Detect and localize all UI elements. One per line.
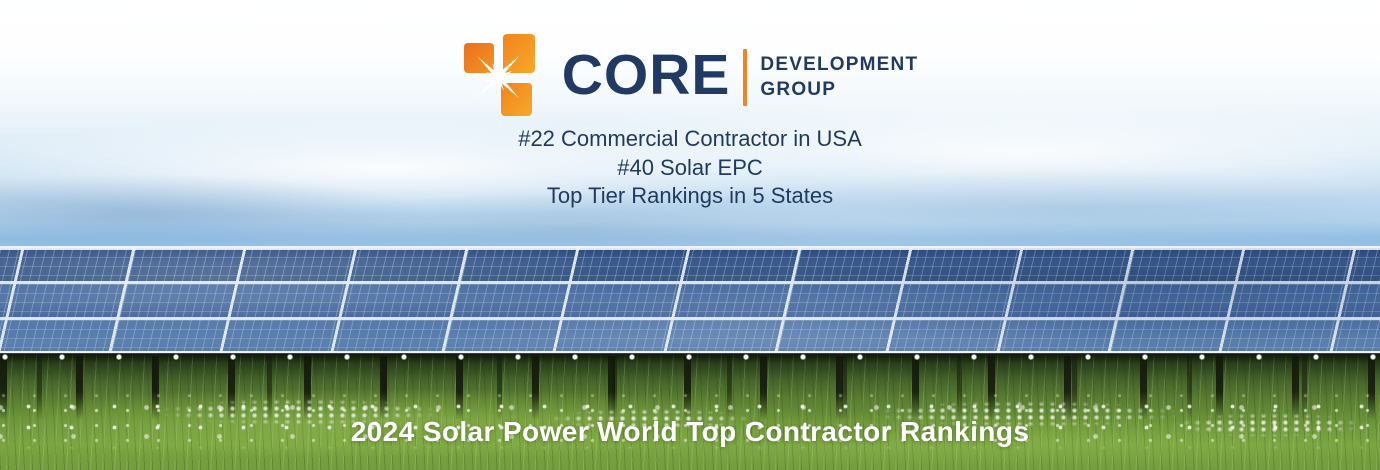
brand-wordmark: CORE <box>561 42 731 107</box>
wildflower-cluster <box>150 398 450 426</box>
brand-division-name: DEVELOPMENT GROUP <box>760 52 918 102</box>
banner-caption: 2024 Solar Power World Top Contractor Ra… <box>350 416 1030 447</box>
ranking-line-top-tier: Top Tier Rankings in 5 States <box>546 183 834 208</box>
brand-division-line1: DEVELOPMENT <box>760 54 919 75</box>
logo-divider-bar <box>743 48 748 106</box>
solar-panel-sheen <box>0 248 1380 356</box>
wildflower-cluster <box>540 408 760 430</box>
ranking-line-commercial: #22 Commercial Contractor in USA <box>518 126 862 151</box>
brand-logo: CORE DEVELOPMENT GROUP <box>0 34 1380 120</box>
core-logo-starburst-icon <box>463 34 535 116</box>
brand-division-line2: GROUP <box>760 79 837 100</box>
solar-panel-frame-lines <box>0 248 1380 356</box>
wildflower-cluster <box>1170 412 1370 438</box>
sky-background <box>0 0 1380 254</box>
solar-panel-array <box>0 246 1380 356</box>
wildflower-cluster <box>860 400 1190 428</box>
ranking-line-solar-epc: #40 Solar EPC <box>617 154 763 180</box>
ranking-highlights: #22 Commercial Contractor in USA #40 Sol… <box>0 125 1380 211</box>
panel-mount-bolts <box>0 353 1380 363</box>
